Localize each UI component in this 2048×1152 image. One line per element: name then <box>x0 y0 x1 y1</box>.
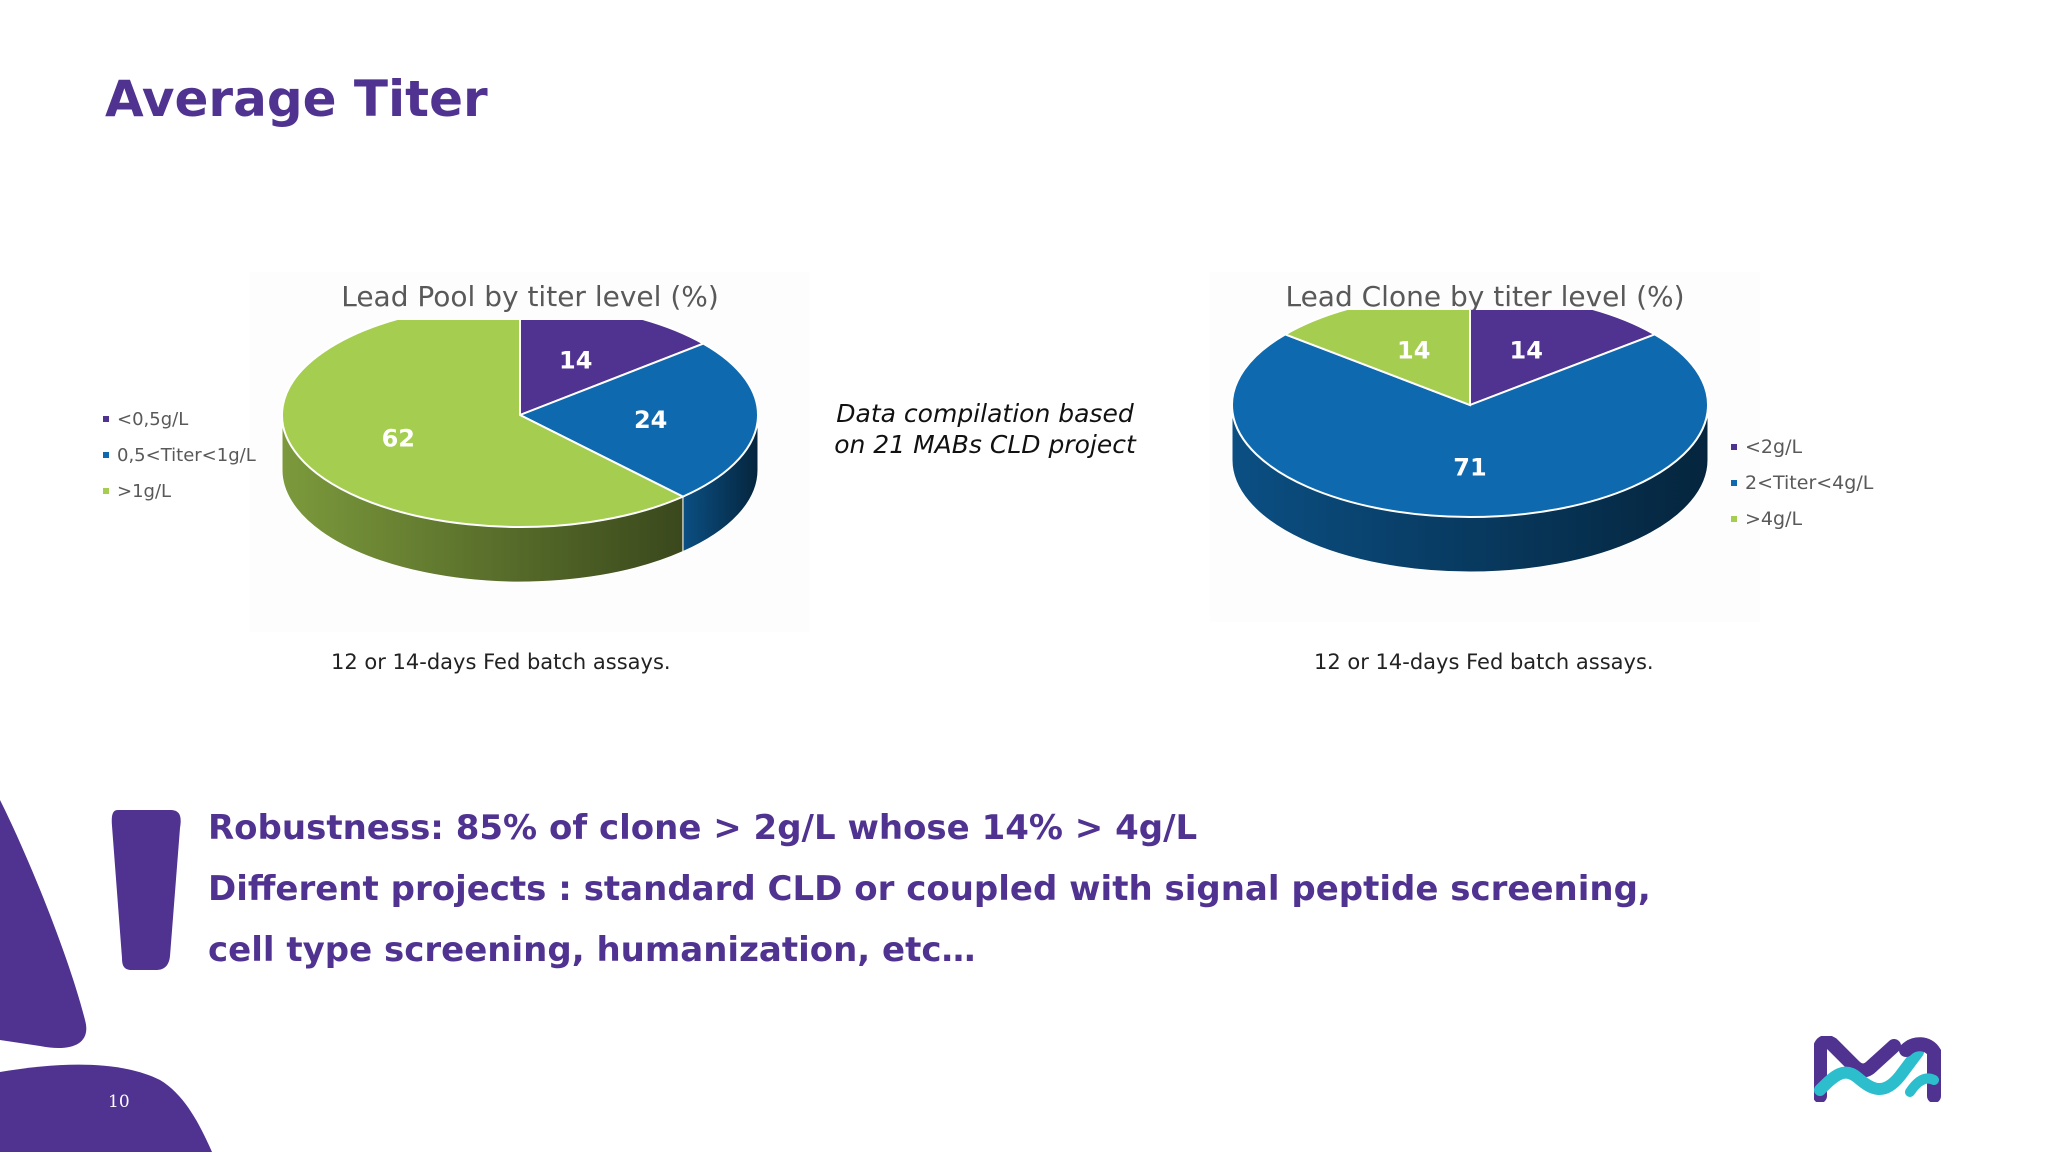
note-line-2: on 21 MABs CLD project <box>834 430 1136 459</box>
message-line-1: Robustness: 85% of clone > 2g/L whose 14… <box>208 808 1198 848</box>
legend-label: >1g/L <box>117 480 172 502</box>
legend-swatch <box>1731 480 1737 486</box>
data-label: 14 <box>1397 336 1430 364</box>
legend-swatch <box>1731 516 1737 522</box>
key-message: Robustness: 85% of clone > 2g/L whose 14… <box>208 798 1651 981</box>
pie-slice <box>1469 310 1658 407</box>
exclamation-shape-icon <box>111 810 181 970</box>
legend-label: 0,5<Titer<1g/L <box>117 444 256 466</box>
legend-label: >4g/L <box>1745 508 1803 530</box>
pie-slice <box>1282 310 1471 407</box>
legend-label: <2g/L <box>1745 436 1803 458</box>
pie-slice <box>517 342 759 498</box>
chart-legend: <0,5g/L 0,5<Titer<1g/L >1g/L <box>103 401 256 509</box>
page-number: 10 <box>108 1092 130 1112</box>
decorative-blob-top <box>0 800 87 1049</box>
chart-caption: 12 or 14-days Fed batch assays. <box>331 650 671 674</box>
decorative-blob-bottom <box>0 1064 212 1152</box>
legend-label: 2<Titer<4g/L <box>1745 472 1874 494</box>
legend-item: 2<Titer<4g/L <box>1731 465 1873 501</box>
data-label: 71 <box>1453 454 1486 482</box>
chart-caption: 12 or 14-days Fed batch assays. <box>1314 650 1654 674</box>
data-label: 24 <box>634 406 667 434</box>
legend-swatch <box>103 488 109 494</box>
chart-title: Lead Pool by titer level (%) <box>341 280 719 313</box>
message-line-2: Different projects : standard CLD or cou… <box>208 869 1651 909</box>
chart-legend: <2g/L 2<Titer<4g/L >4g/L <box>1731 429 1873 537</box>
pie-slice <box>1231 333 1709 518</box>
pie-slice <box>519 320 706 417</box>
legend-item: >1g/L <box>103 473 256 509</box>
data-label: 14 <box>1510 336 1543 364</box>
legend-swatch <box>1731 444 1737 450</box>
pie-chart-lead-pool: 14 24 62 <box>281 320 759 583</box>
chart-title: Lead Clone by titer level (%) <box>1285 280 1685 313</box>
legend-item: >4g/L <box>1731 501 1873 537</box>
legend-swatch <box>103 416 109 422</box>
legend-item: 0,5<Titer<1g/L <box>103 437 256 473</box>
legend-item: <2g/L <box>1731 429 1873 465</box>
legend-label: <0,5g/L <box>117 408 189 430</box>
legend-item: <0,5g/L <box>103 401 256 437</box>
pie-slice <box>281 320 686 528</box>
pie-chart-lead-clone: 14 71 14 <box>1231 310 1709 573</box>
data-label: 62 <box>382 425 415 453</box>
data-note: Data compilation based on 21 MABs CLD pr… <box>800 398 1170 460</box>
data-label: 14 <box>559 346 592 374</box>
page-title: Average Titer <box>105 70 488 128</box>
note-line-1: Data compilation based <box>836 399 1134 428</box>
brand-logo-icon <box>1814 1036 1941 1102</box>
message-line-3: cell type screening, humanization, etc… <box>208 930 976 970</box>
legend-swatch <box>103 452 109 458</box>
